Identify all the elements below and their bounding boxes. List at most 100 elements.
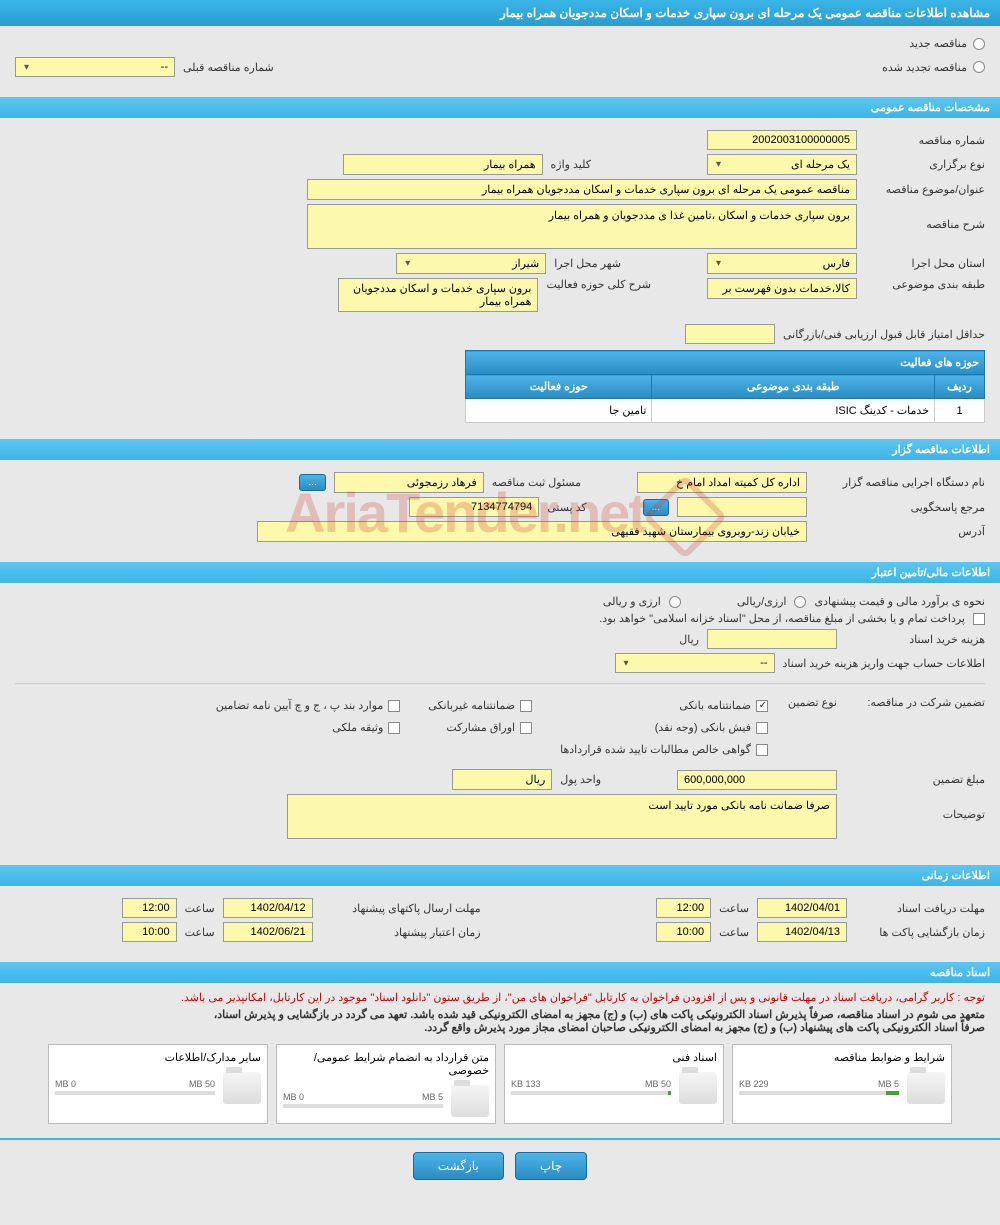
holding-type-label: نوع برگزاری [865, 158, 985, 171]
validity-date[interactable]: 1402/06/21 [223, 922, 313, 942]
notes-label: توضیحات [845, 794, 985, 821]
doc-fee-field[interactable] [707, 629, 837, 649]
tender-number-label: شماره مناقصه [865, 134, 985, 147]
validity-time[interactable]: 10:00 [122, 922, 177, 942]
progress-bar [283, 1104, 443, 1108]
contact-field [677, 497, 807, 517]
officer-label: مسئول ثبت مناقصه [492, 476, 581, 489]
radio-new-tender[interactable]: مناقصه جدید [15, 37, 985, 50]
doc-deadline-time[interactable]: 12:00 [656, 898, 711, 918]
chevron-down-icon: ▾ [405, 258, 410, 269]
doc-card[interactable]: شرایط و ضوابط مناقصه 5 MB229 KB [732, 1044, 952, 1124]
officer-field: فرهاد رزمجوئی [334, 472, 484, 493]
activity-table-title: حوزه های فعالیت [466, 351, 985, 375]
account-label: اطلاعات حساب جهت واریز هزینه خرید اسناد [783, 657, 985, 670]
bid-deadline-label: مهلت ارسال پاکتهای پیشنهاد [321, 902, 481, 915]
doc-deadline-date[interactable]: 1402/04/01 [757, 898, 847, 918]
opening-time[interactable]: 10:00 [656, 922, 711, 942]
folder-icon [679, 1072, 717, 1104]
doc-card[interactable]: متن قرارداد به انضمام شرایط عمومی/خصوصی … [276, 1044, 496, 1124]
page-title: مشاهده اطلاعات مناقصه عمومی یک مرحله ای … [500, 6, 990, 20]
progress-bar [739, 1091, 899, 1095]
radio-icon[interactable] [669, 596, 681, 608]
folder-icon [907, 1072, 945, 1104]
category-label: طبقه بندی موضوعی [865, 278, 985, 291]
action-bar: چاپ بازگشت [0, 1140, 1000, 1192]
doc-fee-label: هزینه خرید اسناد [845, 633, 985, 646]
guarantee-amount-label: مبلغ تضمین [845, 773, 985, 786]
treasury-note: پرداخت تمام و یا بخشی از مبلغ مناقصه، از… [599, 612, 965, 625]
category-field[interactable]: کالا،خدمات بدون فهرست بر [707, 278, 857, 299]
progress-bar [55, 1091, 215, 1095]
keyword-field[interactable]: همراه بیمار [343, 154, 543, 175]
radio-icon[interactable] [794, 596, 806, 608]
page-title-bar: مشاهده اطلاعات مناقصه عمومی یک مرحله ای … [0, 0, 1000, 26]
province-label: استان محل اجرا [865, 257, 985, 270]
section-financial: اطلاعات مالی/تامین اعتبار [0, 562, 1000, 583]
agency-field: اداره کل کمیته امداد امام خ [637, 472, 807, 493]
description-label: شرح مناقصه [865, 204, 985, 231]
section-documents: اسناد مناقصه [0, 962, 1000, 983]
doc-card[interactable]: اسناد فنی 50 MB133 KB [504, 1044, 724, 1124]
city-select[interactable]: شیراز▾ [396, 253, 546, 274]
cb-property[interactable] [388, 722, 400, 734]
notice-red: توجه : کاربر گرامی، دریافت اسناد در مهلت… [15, 991, 985, 1004]
col-row: ردیف [935, 375, 985, 399]
description-field[interactable]: برون سپاری خدمات و اسکان ،تامین غذا ی مد… [307, 204, 857, 249]
treasury-checkbox[interactable] [973, 613, 985, 625]
currency-unit-field: ریال [452, 769, 552, 790]
prev-number-select[interactable]: --▾ [15, 57, 175, 77]
notice-bold-1: متعهد می شوم در اسناد مناقصه، صرفاً پذیر… [15, 1008, 985, 1021]
chevron-down-icon: ▾ [716, 159, 721, 170]
address-label: آدرس [815, 525, 985, 538]
keyword-label: کلید واژه [551, 158, 591, 171]
table-row: 1 خدمات - کدینگ ISIC تامین جا [466, 399, 985, 423]
notice-bold-2: صرفاً اسناد الکترونیکی پاکت های پیشنهاد … [15, 1021, 985, 1034]
estimate-label: نحوه ی برآورد مالی و قیمت پیشنهادی [814, 595, 985, 608]
guarantee-type-label: نوع تضمین [788, 696, 837, 709]
cb-regulation[interactable] [388, 700, 400, 712]
opening-label: زمان بازگشایی پاکت ها [855, 926, 985, 939]
section-general: مشخصات مناقصه عمومی [0, 97, 1000, 118]
doc-card[interactable]: سایر مدارک/اطلاعات 50 MB0 MB [48, 1044, 268, 1124]
min-score-field[interactable] [685, 324, 775, 344]
scope-label: شرح کلی حوزه فعالیت [546, 278, 651, 291]
guarantee-label: تضمین شرکت در مناقصه: [845, 696, 985, 709]
section-timing: اطلاعات زمانی [0, 865, 1000, 886]
radio-renewed-tender[interactable]: مناقصه تجدید شده [882, 61, 985, 74]
print-button[interactable]: چاپ [515, 1152, 587, 1180]
folder-icon [223, 1072, 261, 1104]
cb-cash[interactable] [756, 722, 768, 734]
opening-date[interactable]: 1402/04/13 [757, 922, 847, 942]
currency-unit-label: واحد پول [560, 773, 601, 786]
account-select[interactable]: --▾ [615, 653, 775, 673]
cb-contract-cert[interactable] [756, 744, 768, 756]
guarantee-amount-field[interactable]: 600,000,000 [677, 770, 837, 790]
postal-label: کد پستی [547, 501, 586, 514]
bid-deadline-time[interactable]: 12:00 [122, 898, 177, 918]
contact-label: مرجع پاسخگویی [815, 501, 985, 514]
cb-nonbank-guarantee[interactable] [520, 700, 532, 712]
section-issuer: اطلاعات مناقصه گزار [0, 439, 1000, 460]
scope-field[interactable]: برون سپاری خدمات و اسکان مددجویان همراه … [338, 278, 538, 312]
chevron-down-icon: ▾ [624, 658, 629, 669]
province-select[interactable]: فارس▾ [707, 253, 857, 274]
subject-field[interactable]: مناقصه عمومی یک مرحله ای برون سپاری خدما… [307, 179, 857, 200]
bid-deadline-date[interactable]: 1402/04/12 [223, 898, 313, 918]
agency-label: نام دستگاه اجرایی مناقصه گزار [815, 476, 985, 489]
notes-field[interactable]: صرفا ضمانت نامه بانکی مورد تایید است [287, 794, 837, 839]
radio-icon [973, 38, 985, 50]
validity-label: زمان اعتبار پیشنهاد [321, 926, 481, 939]
city-label: شهر محل اجرا [554, 257, 621, 270]
col-activity: حوزه فعالیت [466, 375, 652, 399]
cb-bonds[interactable] [520, 722, 532, 734]
back-button[interactable]: بازگشت [413, 1152, 504, 1180]
officer-lookup-button[interactable]: ... [299, 474, 325, 491]
cb-bank-guarantee[interactable] [756, 700, 768, 712]
address-field: خیابان زند-روبروی بیمارستان شهید فقیهی [257, 521, 807, 542]
holding-type-select[interactable]: یک مرحله ای▾ [707, 154, 857, 175]
contact-lookup-button[interactable]: ... [643, 499, 669, 516]
documents-grid: شرایط و ضوابط مناقصه 5 MB229 KB اسناد فن… [15, 1044, 985, 1124]
min-score-label: حداقل امتیاز قابل قبول ارزیابی فنی/بازرگ… [783, 328, 985, 341]
chevron-down-icon: ▾ [24, 62, 29, 73]
